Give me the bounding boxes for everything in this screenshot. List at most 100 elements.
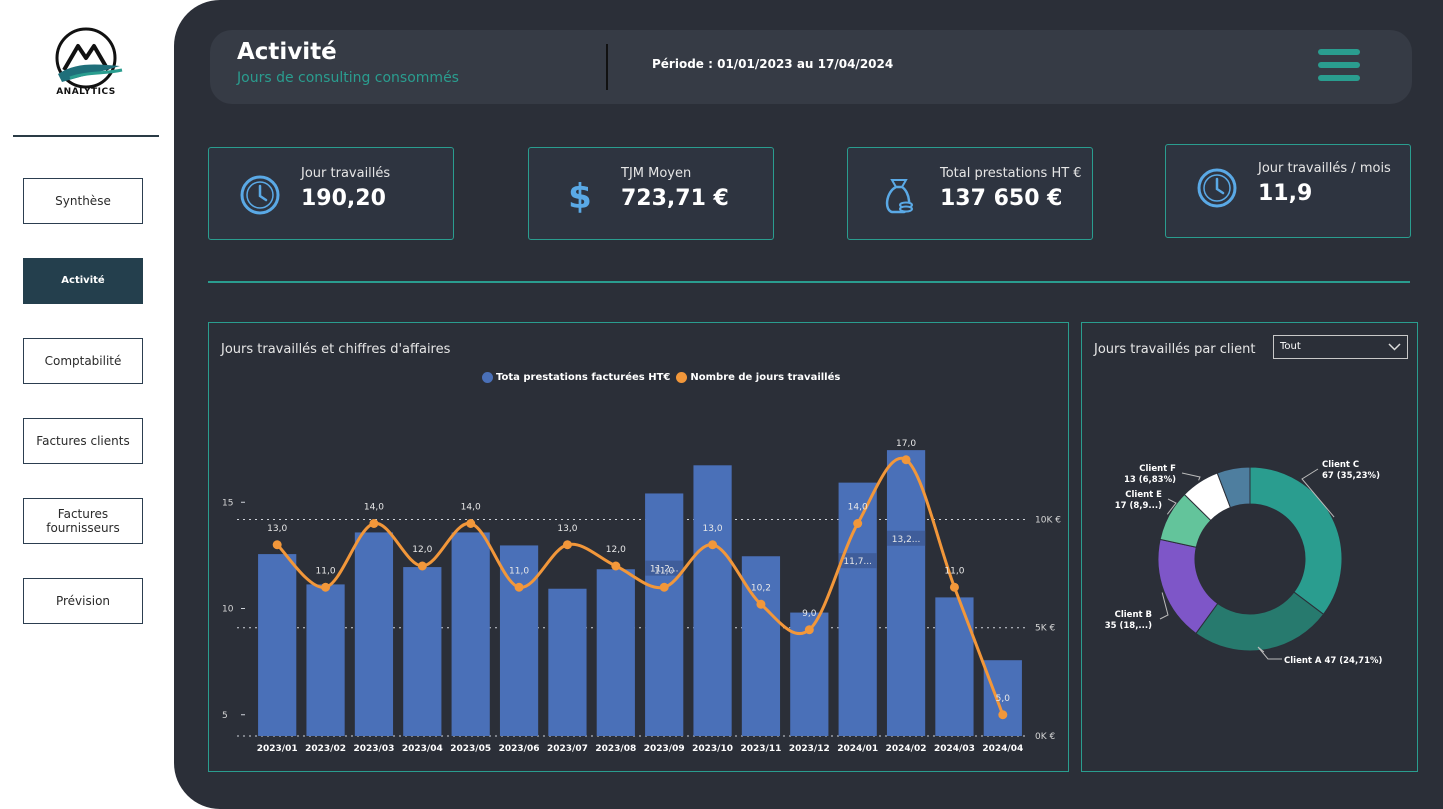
line-point — [756, 599, 766, 609]
kpi-label: Jour travaillés — [301, 166, 391, 181]
line-point — [562, 540, 572, 550]
bar — [983, 660, 1022, 736]
kpi-value: 11,9 — [1258, 181, 1313, 206]
x-axis-tick-label: 2023/01 — [257, 744, 298, 754]
header-separator — [606, 44, 608, 90]
bar-inner-label-bg — [645, 560, 684, 576]
donut-slice-label: 13 (6,83%) — [1124, 475, 1176, 485]
right-axis-tick-label: 5K € — [1035, 624, 1055, 634]
kpi-label: TJM Moyen — [621, 166, 692, 181]
bar — [935, 597, 974, 736]
nav-activite-button[interactable]: Activité — [23, 258, 143, 304]
combo-chart-panel: Jours travaillés et chiffres d'affaires … — [208, 322, 1069, 772]
dollar-icon: $ — [568, 177, 592, 216]
kpi-card-jours-par-mois: Jour travaillés / mois 11,9 — [1165, 144, 1411, 238]
x-axis-tick-label: 2023/08 — [595, 744, 636, 754]
line-point — [417, 561, 427, 571]
bar-inner-label: 13,2... — [892, 535, 921, 545]
line-data-label: 17,0 — [896, 439, 916, 449]
money-bag-icon — [885, 179, 913, 214]
bar-inner-label: 11,7... — [843, 557, 872, 567]
x-axis-tick-label: 2023/07 — [547, 744, 588, 754]
right-axis-tick-label: 10K € — [1035, 515, 1061, 525]
svg-text:$: $ — [568, 177, 592, 216]
chart-title: Jours travaillés par client — [1094, 342, 1256, 357]
x-axis-tick-label: 2023/02 — [305, 744, 346, 754]
left-axis-tick-label: 5 — [222, 711, 228, 721]
kpi-card-jours-travailles: Jour travaillés 190,20 — [208, 147, 454, 240]
line-point — [369, 519, 379, 528]
line-point — [708, 540, 718, 550]
line-data-label: 11,0 — [316, 566, 336, 576]
donut-slice-label: Client B — [1115, 610, 1152, 620]
donut-chart-panel: Jours travaillés par client Tout Client … — [1081, 322, 1418, 772]
kpi-card-total-prestations: Total prestations HT € 137 650 € — [847, 147, 1093, 240]
line-point — [804, 625, 814, 635]
nav-prevision-button[interactable]: Prévision — [23, 578, 143, 624]
donut-leader-line — [1257, 646, 1282, 660]
logo-text: ANALYTICS — [56, 87, 116, 97]
x-axis-tick-label: 2023/05 — [450, 744, 491, 754]
line-point — [901, 455, 911, 465]
line-data-label: 14,0 — [461, 503, 481, 513]
donut-slice — [1216, 466, 1251, 509]
legend-line-label[interactable]: Nombre de jours travaillés — [690, 372, 841, 383]
bar — [354, 532, 394, 736]
bar-inner-label-bg — [886, 530, 926, 546]
donut-slice — [1249, 466, 1343, 615]
legend-bar-label[interactable]: Tota prestations facturées HT€ — [496, 372, 671, 383]
period-label: Période : 01/01/2023 au 17/04/2024 — [652, 57, 894, 71]
kpi-label: Jour travaillés / mois — [1258, 161, 1391, 176]
line-point — [272, 540, 282, 550]
line-point — [466, 519, 476, 528]
dropdown-value: Tout — [1280, 341, 1301, 352]
bar — [451, 532, 490, 736]
clock-icon — [240, 175, 280, 215]
donut-slice-label: 67 (35,23%) — [1322, 471, 1380, 481]
bar — [596, 569, 635, 736]
donut-slice-label: Client C — [1322, 460, 1359, 470]
line-data-label: 12,0 — [606, 545, 626, 555]
bar — [886, 450, 926, 736]
page-subtitle: Jours de consulting consommés — [237, 70, 459, 86]
page-title: Activité — [237, 39, 337, 65]
line-data-label: 5,0 — [996, 694, 1011, 704]
x-axis-tick-label: 2023/03 — [354, 744, 395, 754]
donut-leader-line — [1181, 472, 1201, 481]
analytics-logo — [55, 27, 123, 89]
line-data-label: 13,0 — [557, 524, 577, 534]
section-divider — [208, 281, 1410, 283]
kpi-card-tjm-moyen: $ TJM Moyen 723,71 € — [528, 147, 774, 240]
line-data-label: 14,0 — [848, 503, 868, 513]
bar-inner-label-bg — [838, 553, 877, 569]
bar — [645, 493, 684, 736]
donut-slice-label: Client A 47 (24,71%) — [1284, 656, 1383, 666]
menu-icon[interactable] — [1318, 49, 1362, 83]
line-point — [853, 519, 863, 528]
donut-chart: Client C67 (35,23%) Client A 47 (24,71%) C… — [1105, 460, 1383, 666]
nav-comptabilite-button[interactable]: Comptabilité — [23, 338, 143, 384]
bar-inner-label: 11,2... — [650, 565, 679, 575]
chevron-down-icon — [1388, 343, 1401, 351]
donut-slice-label: 35 (18,...) — [1105, 621, 1152, 631]
nav-synthese-button[interactable]: Synthèse — [23, 178, 143, 224]
line-point — [659, 582, 669, 592]
line-data-label: 11,0 — [944, 566, 964, 576]
line-point — [321, 582, 331, 592]
chart-legend: Tota prestations facturées HT€ Nombre de… — [482, 372, 840, 383]
page-header: Activité Jours de consulting consommés P… — [210, 30, 1412, 104]
client-filter-dropdown[interactable]: Tout — [1273, 335, 1408, 359]
donut-leader-line — [1159, 592, 1169, 620]
nav-factures-fournisseurs-button[interactable]: Factures fournisseurs — [23, 498, 143, 544]
donut-slice-label: Client E — [1125, 490, 1162, 500]
left-axis-tick-label: 15 — [222, 498, 233, 508]
nav-factures-clients-button[interactable]: Factures clients — [23, 418, 143, 464]
line-data-label: 12,0 — [412, 545, 432, 555]
donut-leader-line — [1166, 498, 1177, 515]
x-axis-tick-label: 2023/11 — [741, 744, 782, 754]
donut-slice-label: 17 (8,9...) — [1115, 501, 1162, 511]
bar — [306, 584, 345, 736]
sidebar: ANALYTICS Synthèse Activité Comptabilité… — [0, 0, 174, 809]
bar — [258, 554, 297, 736]
x-axis-tick-label: 2023/12 — [789, 744, 830, 754]
